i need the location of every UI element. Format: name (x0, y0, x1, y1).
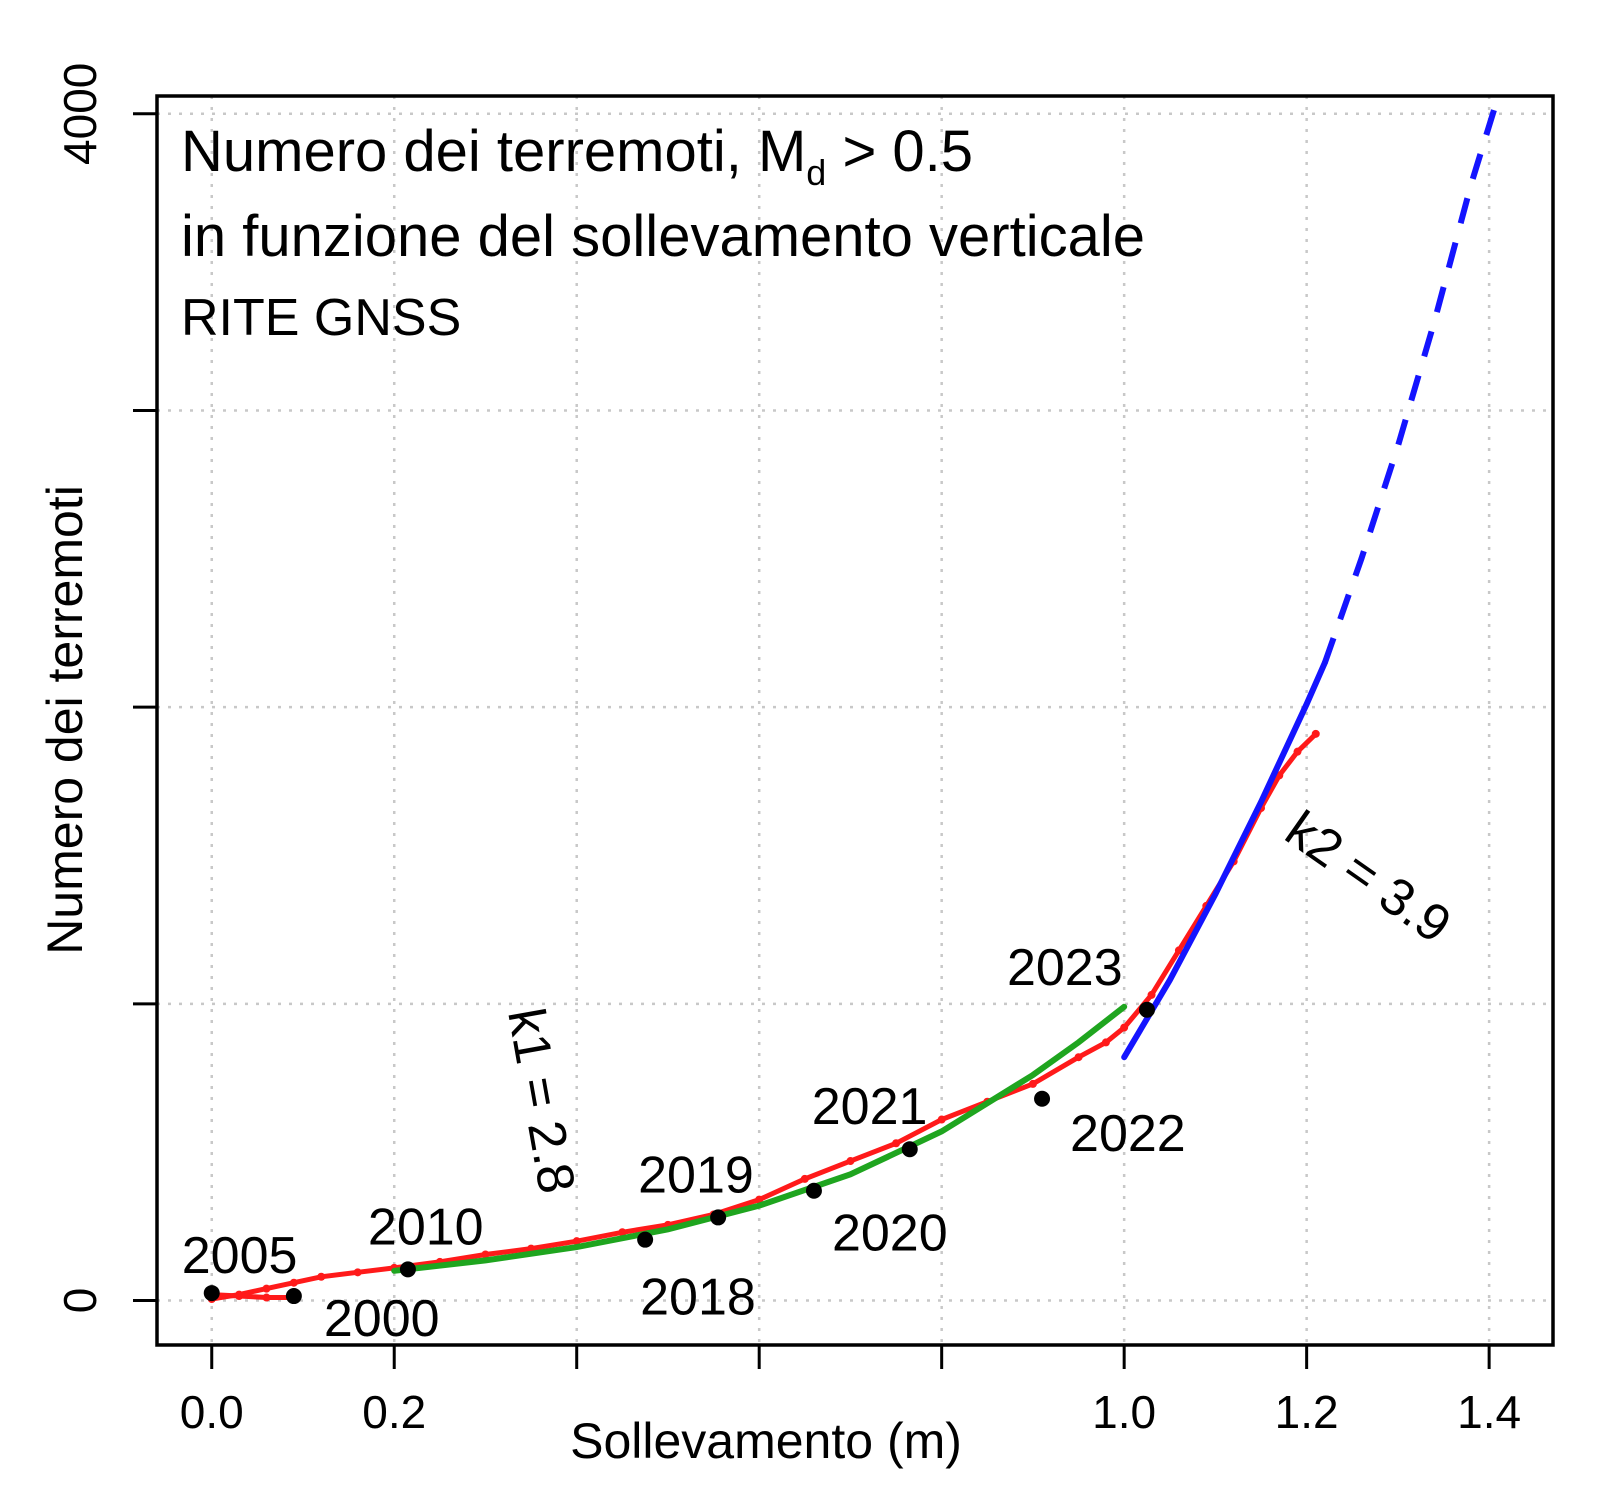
year-label-2022: 2022 (1070, 1105, 1186, 1163)
annotation-k2: k2 = 3.9 (1275, 800, 1461, 954)
data-point-trace (211, 1292, 294, 1300)
year-label-2019: 2019 (638, 1146, 754, 1204)
year-marker-2018 (637, 1231, 654, 1248)
axes: 0.0 0.2 1.0 1.2 1.4 0 4000 (54, 63, 1555, 1438)
x-tick-label: 1.4 (1457, 1386, 1521, 1438)
year-label-2020: 2020 (832, 1205, 948, 1263)
x-tick-label: 1.0 (1092, 1386, 1156, 1438)
year-label-2018: 2018 (640, 1269, 756, 1327)
x-tick-label: 1.2 (1275, 1386, 1339, 1438)
year-label-2010: 2010 (368, 1198, 484, 1256)
year-marker-2021 (901, 1141, 918, 1158)
y-tick-label: 4000 (54, 63, 106, 165)
data-point-trace (211, 732, 1318, 1302)
chart-subtitle: in funzione del sollevamento verticale (181, 204, 1145, 269)
year-label-2023: 2023 (1007, 939, 1123, 997)
year-label-2021: 2021 (812, 1078, 928, 1136)
year-label-2000: 2000 (324, 1290, 440, 1348)
year-marker-2020 (805, 1182, 822, 1199)
x-tick-label: 0.0 (180, 1386, 244, 1438)
x-tick-label: 0.2 (362, 1386, 426, 1438)
year-marker-2000 (285, 1288, 302, 1305)
fit-line-k1 (391, 1003, 1128, 1274)
chart-title: Numero dei terremoti, Md > 0.5 (181, 119, 973, 193)
year-markers: 2000 2005 2010 2018 2019 2020 2021 2022 2023 k1 =… (182, 800, 1461, 1348)
x-axis-title: Sollevamento (m) (570, 1413, 962, 1469)
year-label-2005: 2005 (182, 1227, 298, 1285)
chart-station-label: RITE GNSS (181, 289, 461, 347)
year-marker-2005 (203, 1285, 220, 1302)
year-marker-2010 (399, 1261, 416, 1278)
year-marker-2023 (1138, 1001, 1155, 1018)
year-marker-2022 (1034, 1090, 1051, 1107)
year-marker-2019 (710, 1209, 727, 1226)
annotation-k1: k1 = 2.8 (496, 1004, 585, 1198)
fit-line-k2-extrapolated (1322, 95, 1502, 664)
fit-line-k2 (1121, 659, 1328, 1061)
grid-lines (157, 96, 1553, 1345)
y-tick-label: 0 (54, 1288, 106, 1314)
plot-frame (155, 94, 1555, 1347)
y-axis-title: Numero dei terremoti (37, 485, 93, 955)
